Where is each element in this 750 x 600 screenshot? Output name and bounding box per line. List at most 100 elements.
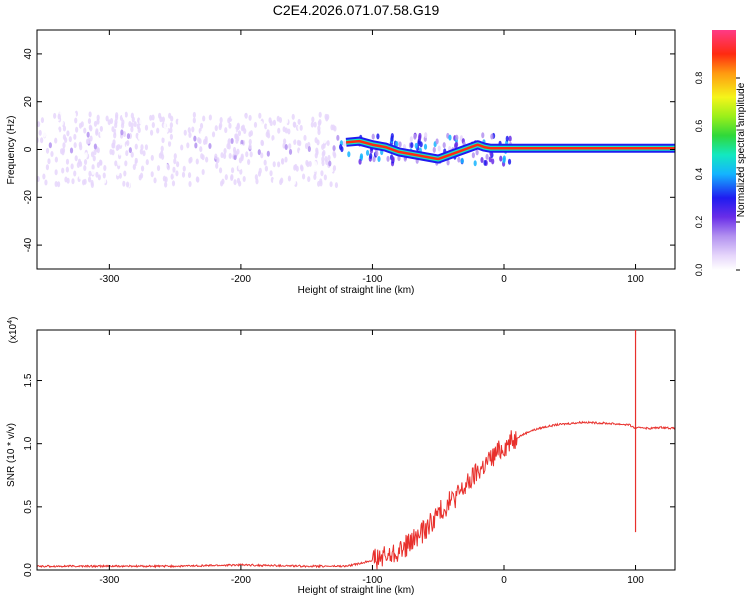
heatmap-cell (183, 243, 187, 250)
heatmap-cell (89, 246, 94, 253)
heatmap-cell (210, 159, 214, 166)
heatmap-cell (146, 202, 150, 209)
heatmap-cell (112, 58, 117, 65)
heatmap-cell (315, 254, 320, 261)
heatmap-cell (209, 183, 213, 190)
heatmap-cell (322, 208, 326, 215)
heatmap-cell (57, 113, 61, 120)
x-tick-label: 100 (627, 575, 644, 586)
heatmap-cell (123, 97, 128, 104)
heatmap-cell (175, 250, 180, 257)
heatmap-cell (326, 140, 330, 147)
heatmap-cell (177, 39, 181, 46)
colorbar-gradient (712, 30, 736, 270)
heatmap-cell (212, 250, 216, 257)
heatmap-cell (126, 74, 130, 81)
heatmap-cell (223, 248, 227, 255)
heatmap-cell (332, 150, 336, 157)
heatmap-cell (149, 44, 153, 51)
heatmap-cell (118, 149, 122, 156)
heatmap-cell (186, 142, 190, 149)
heatmap-cell (272, 67, 277, 74)
heatmap-cell (68, 136, 72, 143)
colorbar-tick-label: 0.2 (694, 216, 704, 229)
heatmap-cell (103, 81, 108, 88)
x-tick-label: -300 (99, 274, 119, 285)
heatmap-cell (334, 182, 339, 189)
heatmap-cell (93, 236, 97, 243)
heatmap-cell (197, 260, 202, 267)
heatmap-cell (189, 67, 193, 74)
heatmap-cell (240, 143, 244, 150)
heatmap-cell (233, 91, 237, 98)
heatmap-cell (82, 219, 86, 226)
heatmap-cell (94, 30, 98, 35)
heatmap-cell (252, 32, 256, 39)
heatmap-cell (162, 175, 167, 182)
heatmap-cell (197, 136, 201, 143)
heatmap-cell (97, 84, 101, 91)
heatmap-cell (320, 170, 324, 177)
heatmap-cell (182, 165, 186, 172)
heatmap-cell (333, 81, 337, 88)
heatmap-cell (183, 129, 187, 136)
heatmap-cell (266, 195, 270, 202)
heatmap-cell (72, 94, 77, 101)
heatmap-cell (174, 34, 178, 41)
heatmap-cell (156, 40, 160, 47)
heatmap-cell (323, 194, 327, 201)
heatmap-cell (213, 149, 217, 156)
heatmap-cell (115, 99, 119, 106)
heatmap-cell (165, 126, 169, 133)
heatmap-cell (259, 37, 263, 44)
heatmap-cell (160, 189, 164, 196)
heatmap-cell (184, 175, 188, 182)
heatmap-cell (111, 42, 115, 49)
heatmap-cell (115, 180, 119, 187)
heatmap-cell (303, 39, 307, 46)
heatmap-cell (108, 258, 112, 265)
heatmap-cell (128, 68, 132, 75)
heatmap-cell (208, 189, 212, 196)
heatmap-cell (327, 206, 331, 213)
heatmap-cell (49, 202, 53, 209)
heatmap-cell (137, 241, 141, 248)
heatmap-cell (227, 139, 231, 146)
heatmap-cell (299, 124, 303, 131)
heatmap-cell (126, 188, 130, 195)
heatmap-cell (156, 57, 160, 64)
heatmap-cell (199, 146, 203, 153)
heatmap-cell (82, 172, 86, 179)
heatmap-cell (95, 233, 99, 240)
heatmap-cell (55, 190, 59, 197)
heatmap-cell (116, 170, 120, 177)
heatmap-cell (89, 58, 93, 65)
heatmap-cell (221, 77, 225, 84)
heatmap-cell (109, 118, 114, 125)
heatmap-cell (152, 131, 157, 138)
heatmap-cell (115, 194, 119, 201)
heatmap-cell (280, 132, 284, 139)
heatmap-cell (155, 30, 160, 36)
heatmap-cell (51, 34, 55, 41)
heatmap-cell (285, 223, 289, 230)
heatmap-cell (197, 208, 201, 215)
snr-x-label: Height of straight line (km) (298, 585, 415, 596)
heatmap-cell (166, 249, 170, 256)
heatmap-cell (223, 47, 227, 54)
heatmap-cell (71, 178, 75, 185)
heatmap-cell (144, 198, 148, 205)
heatmap-cell (231, 188, 235, 195)
heatmap-cell (230, 174, 234, 181)
heatmap-cell (94, 107, 99, 114)
heatmap-cell (244, 64, 248, 71)
heatmap-cell (133, 121, 137, 128)
heatmap-cell (175, 182, 179, 189)
heatmap-cell (283, 41, 287, 48)
heatmap-cell (255, 114, 259, 121)
heatmap-cell (315, 104, 319, 111)
heatmap-cell (224, 240, 229, 247)
heatmap-cell (321, 156, 325, 163)
heatmap-cell (285, 250, 289, 257)
heatmap-cell (297, 118, 301, 125)
